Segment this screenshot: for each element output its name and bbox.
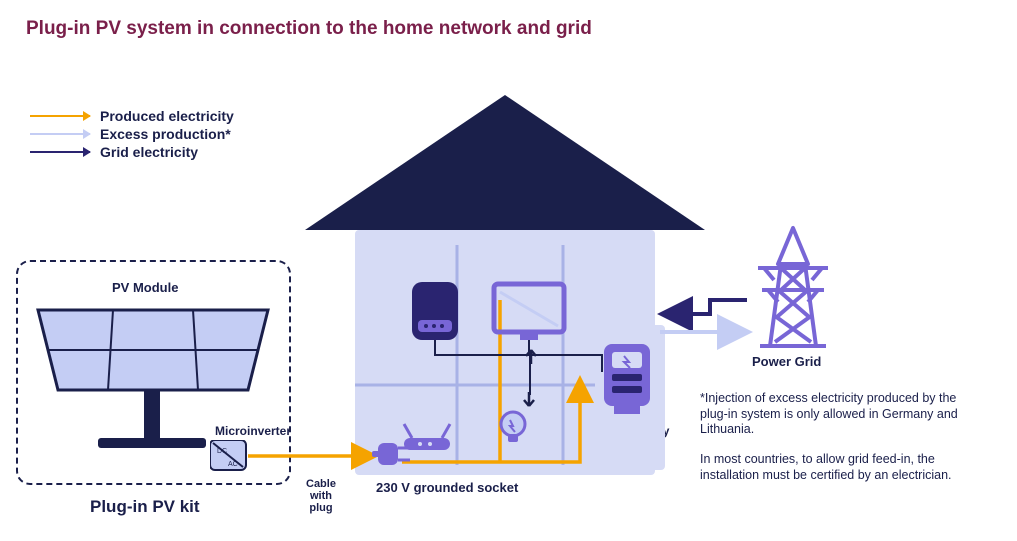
flow-grid bbox=[0, 0, 1017, 541]
pylon-icon bbox=[748, 224, 838, 354]
